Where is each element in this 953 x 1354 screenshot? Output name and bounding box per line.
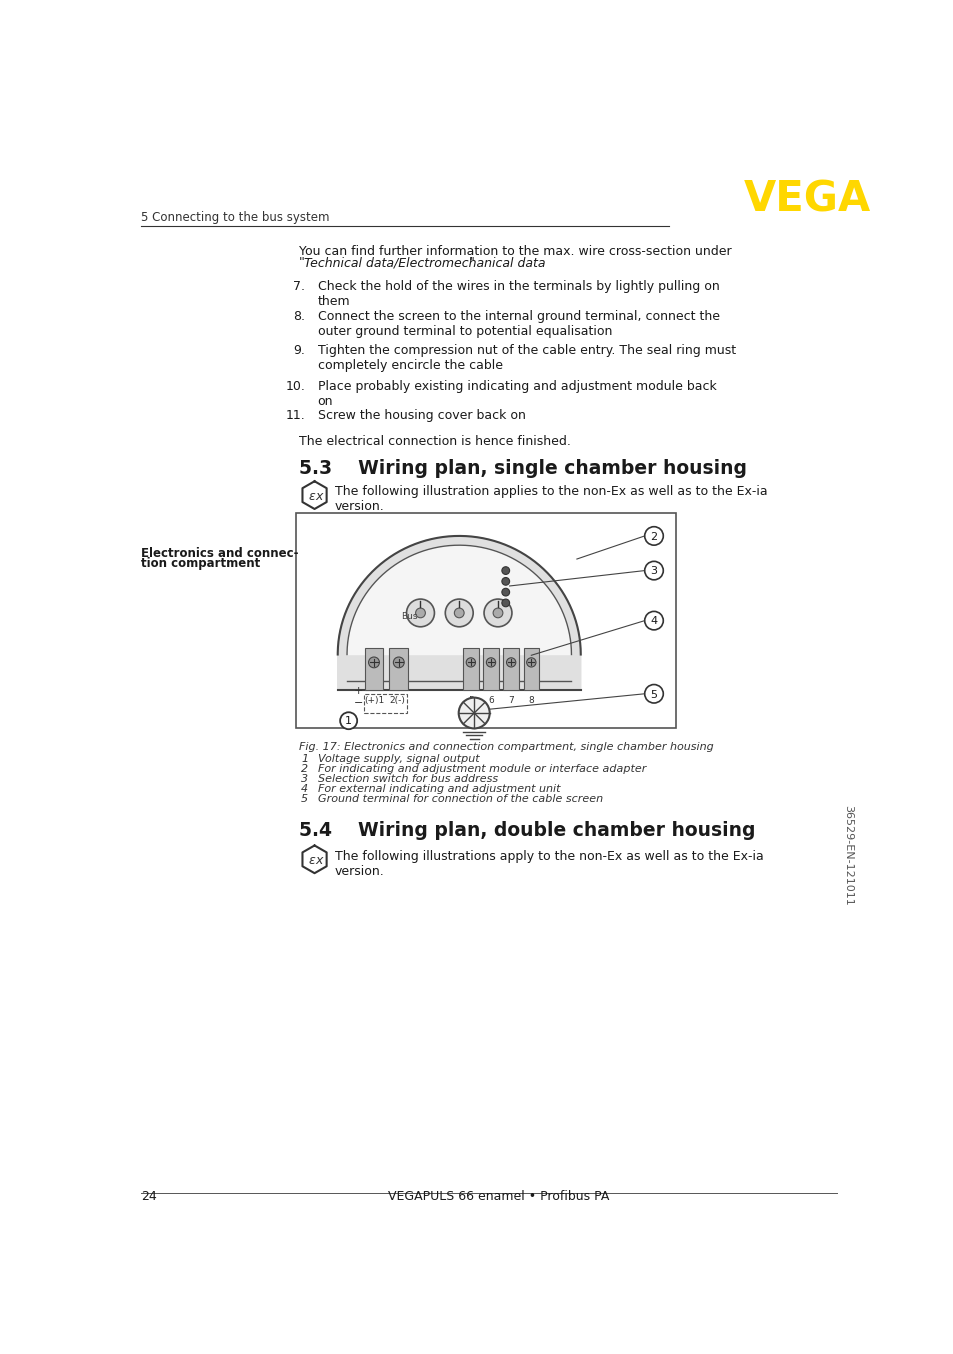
Text: 7.: 7. [293, 279, 305, 292]
Text: You can find further information to the max. wire cross-section under: You can find further information to the … [298, 245, 731, 257]
Text: Ground terminal for connection of the cable screen: Ground terminal for connection of the ca… [317, 793, 602, 804]
Text: 2: 2 [650, 532, 657, 542]
Text: +: + [354, 685, 363, 696]
Polygon shape [347, 546, 571, 654]
Text: 1: 1 [345, 716, 352, 727]
Text: Bus: Bus [400, 612, 417, 621]
Polygon shape [337, 536, 580, 691]
Text: 5.4    Wiring plan, double chamber housing: 5.4 Wiring plan, double chamber housing [298, 821, 755, 839]
Circle shape [466, 658, 475, 668]
Circle shape [506, 658, 516, 668]
Bar [364, 647, 383, 691]
Circle shape [501, 578, 509, 585]
Text: VEGA: VEGA [743, 179, 870, 221]
Circle shape [406, 598, 434, 627]
Text: 6: 6 [488, 696, 494, 705]
Text: Selection switch for bus address: Selection switch for bus address [317, 774, 497, 784]
Circle shape [483, 598, 512, 627]
Text: 5.3    Wiring plan, single chamber housing: 5.3 Wiring plan, single chamber housing [298, 459, 746, 478]
Text: 9.: 9. [294, 344, 305, 357]
Bar [483, 647, 498, 691]
Text: The following illustration applies to the non-Ex as well as to the Ex-ia
version: The following illustration applies to th… [335, 485, 766, 513]
Text: 2: 2 [301, 764, 308, 774]
Text: Check the hold of the wires in the terminals by lightly pulling on
them: Check the hold of the wires in the termi… [317, 279, 719, 307]
Text: 1: 1 [301, 754, 308, 764]
Text: 24: 24 [141, 1190, 156, 1204]
Text: For indicating and adjustment module or interface adapter: For indicating and adjustment module or … [317, 764, 645, 774]
Text: tion compartment: tion compartment [141, 558, 260, 570]
Text: 4: 4 [650, 616, 657, 627]
Circle shape [486, 658, 496, 668]
Text: 8: 8 [528, 696, 534, 705]
Text: Connect the screen to the internal ground terminal, connect the
outer ground ter: Connect the screen to the internal groun… [317, 310, 719, 338]
Text: 5: 5 [650, 689, 657, 700]
Circle shape [526, 658, 536, 668]
Text: The electrical connection is hence finished.: The electrical connection is hence finis… [298, 435, 570, 448]
Text: 11.: 11. [285, 409, 305, 422]
Circle shape [445, 598, 473, 627]
Circle shape [368, 657, 379, 668]
Text: 8.: 8. [293, 310, 305, 324]
Circle shape [644, 527, 662, 546]
Bar [462, 647, 478, 691]
Text: ε: ε [309, 854, 315, 868]
Text: Electronics and connec-: Electronics and connec- [141, 547, 298, 561]
Text: 36529-EN-121011: 36529-EN-121011 [841, 806, 852, 906]
Text: x: x [315, 854, 322, 868]
Text: Fig. 17: Electronics and connection compartment, single chamber housing: Fig. 17: Electronics and connection comp… [298, 742, 713, 753]
Text: Technical data/Electromechanical data: Technical data/Electromechanical data [304, 256, 545, 269]
Text: 3: 3 [650, 566, 657, 577]
Text: 5 Connecting to the bus system: 5 Connecting to the bus system [141, 211, 329, 225]
Bar [523, 647, 538, 691]
Circle shape [501, 598, 509, 607]
Text: 5: 5 [468, 696, 474, 705]
Text: ": " [468, 256, 475, 269]
Circle shape [454, 608, 464, 617]
Circle shape [644, 562, 662, 580]
Text: 4: 4 [301, 784, 308, 793]
Text: 5: 5 [301, 793, 308, 804]
Circle shape [393, 657, 404, 668]
Text: 2(-): 2(-) [389, 696, 405, 705]
Circle shape [340, 712, 356, 730]
Text: Voltage supply, signal output: Voltage supply, signal output [317, 754, 478, 764]
Circle shape [416, 608, 425, 617]
Text: ε: ε [309, 490, 315, 504]
Text: 3: 3 [301, 774, 308, 784]
Circle shape [501, 588, 509, 596]
Text: The following illustrations apply to the non-Ex as well as to the Ex-ia
version.: The following illustrations apply to the… [335, 850, 762, 879]
Circle shape [644, 685, 662, 703]
Circle shape [644, 612, 662, 630]
Circle shape [493, 608, 502, 617]
Text: 10.: 10. [285, 379, 305, 393]
Bar [295, 513, 675, 728]
Bar [503, 647, 518, 691]
Bar [389, 647, 408, 691]
Circle shape [458, 697, 489, 728]
Text: −: − [354, 699, 363, 708]
Text: ": " [298, 256, 305, 269]
Text: Screw the housing cover back on: Screw the housing cover back on [317, 409, 525, 422]
Circle shape [501, 567, 509, 574]
Text: (+)1: (+)1 [364, 696, 385, 705]
Text: Place probably existing indicating and adjustment module back
on: Place probably existing indicating and a… [317, 379, 716, 408]
Text: 7: 7 [508, 696, 514, 705]
Bar [364, 693, 406, 714]
Text: For external indicating and adjustment unit: For external indicating and adjustment u… [317, 784, 559, 793]
Text: VEGAPULS 66 enamel • Profibus PA: VEGAPULS 66 enamel • Profibus PA [388, 1190, 609, 1204]
Text: x: x [315, 490, 322, 504]
Text: Tighten the compression nut of the cable entry. The seal ring must
completely en: Tighten the compression nut of the cable… [317, 344, 735, 372]
